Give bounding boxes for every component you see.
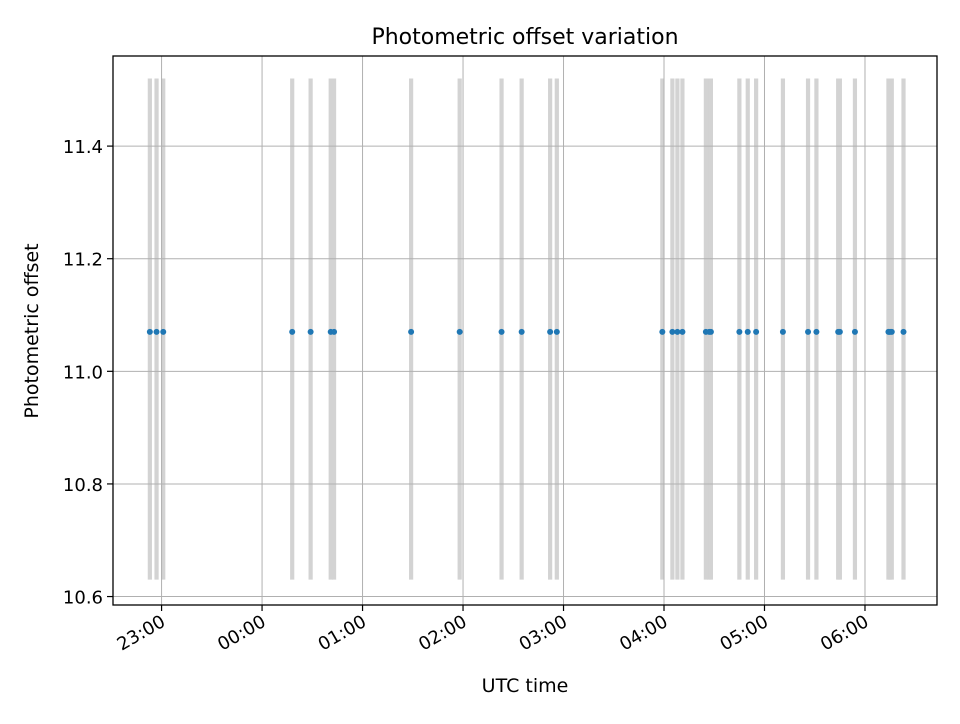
data-point-13 bbox=[659, 328, 666, 335]
data-point-7 bbox=[408, 328, 415, 335]
data-point-16 bbox=[679, 328, 686, 335]
data-point-19 bbox=[707, 328, 714, 335]
data-point-32 bbox=[900, 328, 907, 335]
data-point-8 bbox=[456, 328, 463, 335]
plot-area bbox=[113, 56, 937, 605]
data-point-12 bbox=[553, 328, 560, 335]
data-point-22 bbox=[753, 328, 760, 335]
y-tick-label-4: 11.4 bbox=[63, 137, 103, 158]
data-point-9 bbox=[498, 328, 505, 335]
data-point-21 bbox=[744, 328, 751, 335]
data-point-24 bbox=[805, 328, 812, 335]
data-point-27 bbox=[836, 328, 843, 335]
grid-lines bbox=[113, 56, 937, 605]
y-tick-label-1: 10.8 bbox=[63, 475, 103, 496]
data-point-1 bbox=[153, 328, 160, 335]
plot-frame bbox=[112, 55, 938, 606]
y-axis-ticks: 10.6 10.8 11.0 11.2 11.4 bbox=[63, 137, 113, 609]
y-tick-label-3: 11.2 bbox=[63, 250, 103, 271]
data-point-11 bbox=[547, 328, 554, 335]
data-point-6 bbox=[331, 328, 338, 335]
data-point-4 bbox=[307, 328, 314, 335]
x-axis-label: UTC time bbox=[482, 675, 569, 697]
chart-title: Photometric offset variation bbox=[371, 25, 678, 50]
data-point-20 bbox=[736, 328, 743, 335]
data-point-2 bbox=[160, 328, 167, 335]
y-tick-label-0: 10.6 bbox=[63, 588, 103, 609]
y-tick-label-2: 11.0 bbox=[63, 362, 103, 383]
data-point-3 bbox=[289, 328, 296, 335]
data-point-31 bbox=[888, 328, 895, 335]
data-point-14 bbox=[669, 328, 676, 335]
data-point-23 bbox=[779, 328, 786, 335]
y-axis-label: Photometric offset bbox=[21, 243, 43, 418]
data-point-10 bbox=[518, 328, 525, 335]
data-point-15 bbox=[674, 328, 681, 335]
data-points bbox=[146, 328, 907, 335]
data-point-28 bbox=[851, 328, 858, 335]
data-point-0 bbox=[146, 328, 153, 335]
data-point-25 bbox=[813, 328, 820, 335]
